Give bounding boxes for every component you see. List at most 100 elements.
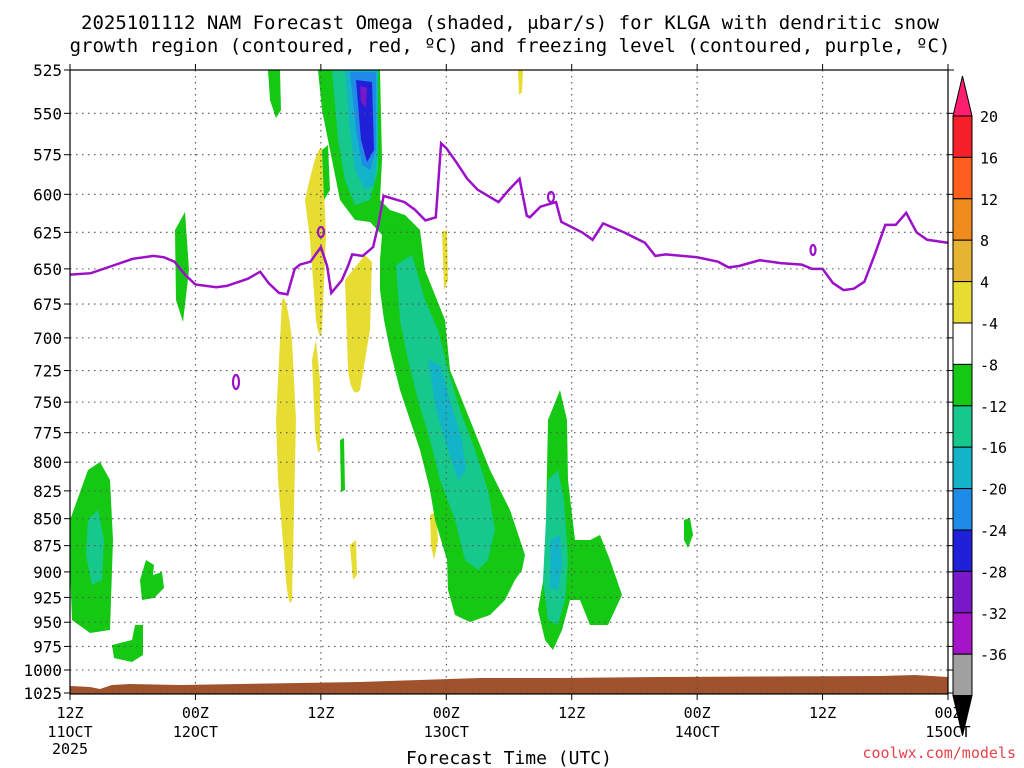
omega-region-yellow — [345, 255, 372, 393]
colorbar-swatch — [952, 446, 973, 490]
y-tick-label: 625 — [33, 223, 62, 242]
omega-region-green — [112, 625, 143, 662]
colorbar-swatch — [952, 529, 973, 572]
y-tick-label: 975 — [33, 637, 62, 656]
omega-region-cyan — [550, 535, 562, 590]
y-tick-label: 925 — [33, 588, 62, 607]
colorbar-swatch — [952, 488, 973, 531]
colorbar-label: -36 — [980, 646, 1007, 664]
omega-region-green — [322, 145, 330, 200]
omega-region-yellow — [276, 298, 296, 603]
y-tick-label: 950 — [33, 613, 62, 632]
x-tick-time-label: 12Z — [307, 704, 334, 722]
omega-region-yellow — [518, 70, 523, 95]
plot-border — [69, 69, 949, 695]
colorbar-swatch — [952, 612, 973, 655]
colorbar-swatch — [952, 570, 973, 614]
x-tick-time-label: 00Z — [684, 704, 711, 722]
colorbar-label: -12 — [980, 398, 1007, 416]
x-year-label: 2025 — [52, 740, 88, 758]
colorbar-swatch — [952, 198, 973, 241]
colorbar-label: -20 — [980, 481, 1007, 499]
x-tick-time-label: 12Z — [809, 704, 836, 722]
colorbar-label: 16 — [980, 149, 998, 167]
x-tick-time-label: 00Z — [182, 704, 209, 722]
y-tick-label: 550 — [33, 104, 62, 123]
freezing-level-loop — [231, 373, 241, 391]
colorbar-label: -16 — [980, 439, 1007, 457]
y-tick-label: 875 — [33, 537, 62, 556]
omega-region-purple — [360, 86, 367, 108]
freezing-level-line — [70, 140, 948, 296]
x-tick-date-label: 13OCT — [424, 723, 469, 741]
colorbar-swatch — [952, 156, 973, 200]
y-axis-ticks: 525 550 575 600 625 650 675 700 725 750 775 800 825 8… — [23, 61, 954, 703]
y-tick-label: 850 — [33, 510, 62, 529]
y-tick-label: 525 — [33, 61, 62, 80]
freezing-level-loop — [546, 190, 556, 204]
x-tick-time-label: 12Z — [56, 704, 83, 722]
colorbar-label: -32 — [980, 605, 1007, 623]
omega-region-yellow — [305, 148, 326, 336]
y-tick-label: 825 — [33, 482, 62, 501]
colorbar-label: 12 — [980, 191, 998, 209]
x-tick-date-label: 15OCT — [925, 723, 970, 741]
y-tick-label: 900 — [33, 563, 62, 582]
grid — [70, 70, 948, 694]
credit-text: coolwx.com/models — [862, 744, 1016, 762]
colorbar-label: -4 — [980, 315, 998, 333]
x-tick-date-label: 12OCT — [173, 723, 218, 741]
omega-region-green — [175, 212, 189, 322]
y-tick-label: 775 — [33, 424, 62, 443]
omega-region-yellow — [350, 540, 357, 580]
colorbar-swatch — [952, 281, 973, 324]
y-tick-label: 1025 — [23, 684, 62, 703]
x-tick-time-label: 12Z — [558, 704, 585, 722]
chart-title-line1: 2025101112 NAM Forecast Omega (shaded, μ… — [81, 12, 939, 34]
omega-region-teal — [86, 510, 104, 585]
omega-region-green — [268, 70, 281, 118]
chart-title-line2: growth region (contoured, red, ºC) and f… — [70, 35, 951, 57]
colorbar-label: -28 — [980, 563, 1007, 581]
colorbar-swatch — [952, 239, 973, 283]
colorbar-swatch — [952, 653, 973, 697]
colorbar-label: 4 — [980, 274, 989, 292]
y-tick-label: 750 — [33, 393, 62, 412]
omega-shading — [70, 70, 693, 662]
colorbar-label: 20 — [980, 108, 998, 126]
y-tick-label: 800 — [33, 453, 62, 472]
omega-region-yellow — [430, 512, 438, 560]
colorbar-label: -8 — [980, 356, 998, 374]
omega-region-green — [684, 518, 693, 548]
omega-region-darkblue — [356, 80, 374, 162]
colorbar: 20 16 12 8 4 -4 -8 -12 -16 -20 -24 -28 -32 -36 — [952, 75, 1007, 736]
freezing-level-loops — [231, 190, 817, 391]
y-tick-label: 700 — [33, 329, 62, 348]
y-tick-label: 675 — [33, 295, 62, 314]
omega-region-green — [340, 438, 345, 492]
colorbar-swatch — [952, 322, 973, 365]
omega-region-yellow — [312, 340, 320, 453]
y-tick-label: 600 — [33, 185, 62, 204]
colorbar-bottom-arrow — [952, 695, 973, 736]
freezing-level-loop — [809, 243, 817, 257]
omega-region-cyan — [428, 360, 466, 480]
y-tick-label: 725 — [33, 362, 62, 381]
x-tick-date-label: 11OCT — [47, 723, 92, 741]
colorbar-label: -24 — [980, 522, 1007, 540]
x-axis-label: Forecast Time (UTC) — [406, 748, 612, 768]
y-tick-label: 575 — [33, 146, 62, 165]
colorbar-swatch — [952, 405, 973, 448]
colorbar-swatch — [952, 115, 973, 158]
ground-terrain — [70, 675, 948, 694]
x-tick-time-label: 00Z — [433, 704, 460, 722]
y-tick-label: 650 — [33, 260, 62, 279]
colorbar-swatch — [952, 363, 973, 407]
y-tick-label: 1000 — [23, 661, 62, 680]
omega-region-green — [140, 560, 164, 600]
x-tick-time-label: 00Z — [934, 704, 961, 722]
x-tick-date-label: 14OCT — [675, 723, 720, 741]
